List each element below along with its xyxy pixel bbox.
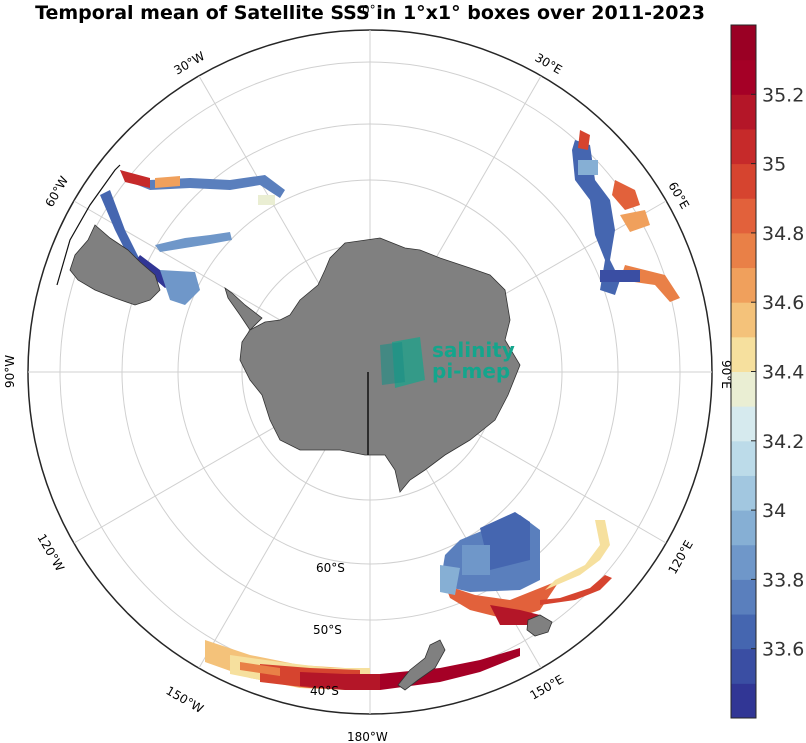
colorbar-swatch [731,128,756,165]
colorbar-swatch [731,267,756,303]
colorbar-swatch [731,163,756,199]
latitude-labels: 60°S 50°S 40°S [310,561,345,698]
logo-text-pi-mep: pi-mep [432,359,510,383]
colorbar-swatch [731,336,756,372]
indian-sector-cells [440,512,612,625]
colorbar-swatch [731,198,756,234]
colorbar-tick-label: 35 [762,154,786,176]
lat-label-50s: 50°S [313,623,342,637]
colorbar-swatch [731,406,756,442]
colorbar-tick-label: 33.8 [762,569,804,591]
antarctica [239,237,521,493]
colorbar-swatch [731,579,756,615]
coastline-outline [56,164,121,286]
salinity-pi-mep-logo: salinity pi-mep [380,337,515,388]
colorbar-swatch [731,614,756,650]
colorbar-swatch [731,544,756,580]
colorbar-tick-label: 34.6 [762,292,804,314]
colorbar-tick-label: 34.4 [762,362,804,384]
colorbar: 35.2 35 34.8 34.6 34.4 34.2 34 33.8 33.6 [730,24,804,719]
colorbar-tick-label: 33.6 [762,639,804,661]
pacific-sector-cells [205,640,520,690]
colorbar-tick-label: 34.2 [762,431,804,453]
logo-text-salinity: salinity [432,338,515,362]
antarctic-peninsula [224,286,263,331]
lon-label-0: 0° [362,3,376,17]
colorbar-swatch [731,25,756,61]
lat-label-60s: 60°S [316,561,345,575]
lon-label-120w: 120°W [34,532,67,574]
lat-label-40s: 40°S [310,684,339,698]
colorbar-tick-label: 34.8 [762,223,804,245]
colorbar-swatch [731,232,756,269]
map-title: Temporal mean of Satellite SSS in 1°x1° … [35,2,705,24]
colorbar-swatch [731,648,756,684]
sss-data-layer [100,130,680,690]
new-zealand-south-island [397,639,446,691]
kerguelen-sector-cells [572,130,680,302]
lon-label-60w: 60°W [42,174,71,210]
colorbar-tick-label: 34 [762,500,786,522]
colorbar-swatch [731,302,756,338]
colorbar-swatch [731,475,756,511]
colorbar-swatch [731,59,756,95]
colorbar-swatch [731,440,756,476]
lon-label-180w: 180°W [347,730,388,743]
colorbar-swatch [731,510,756,546]
lon-label-150w: 150°W [164,683,206,716]
tasmania-island [526,614,553,637]
lon-label-120e: 120°E [665,538,695,577]
lon-label-90e: 90°E [719,360,733,389]
lon-label-90w: 90°W [3,355,17,388]
land-layer [69,224,553,691]
lon-label-150e: 150°E [528,672,567,702]
colorbar-swatch [731,371,756,407]
south-america-tip [69,224,161,306]
colorbar-swatch [731,683,756,719]
colorbar-swatch [731,94,756,130]
colorbar-tick-label: 35.2 [762,84,804,106]
